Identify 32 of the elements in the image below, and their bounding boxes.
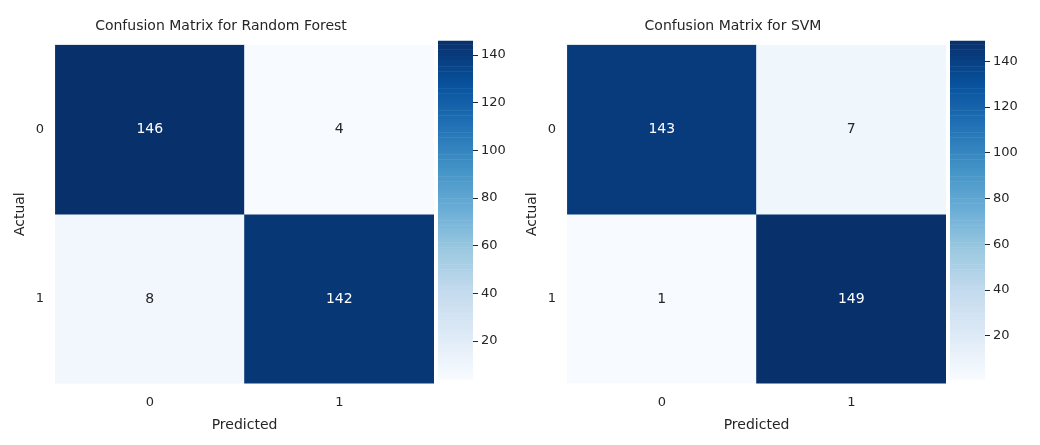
chart-title: Confusion Matrix for SVM <box>644 17 822 34</box>
color-bar-label: 20 <box>481 332 498 348</box>
color-bar-label: 20 <box>993 327 1010 343</box>
data-label: 146 <box>136 120 164 137</box>
x-tick-label: 0 <box>657 393 666 409</box>
data-label: 4 <box>334 120 344 137</box>
color-bar-label: 40 <box>481 284 498 300</box>
color-bar-label: 140 <box>993 52 1018 68</box>
color-bar-label: 80 <box>993 189 1010 205</box>
data-label: 1 <box>657 289 667 306</box>
data-label: 142 <box>325 289 353 306</box>
chart-title: Confusion Matrix for Random Forest <box>95 17 348 34</box>
data-label: 143 <box>648 120 676 137</box>
color-bar-label: 100 <box>481 141 506 157</box>
color-bar-label: 120 <box>993 98 1018 114</box>
color-bar-label: 40 <box>993 281 1010 297</box>
y-axis-title: Actual <box>523 192 540 237</box>
data-label: 149 <box>837 289 865 306</box>
color-bar-label: 60 <box>481 237 498 253</box>
y-axis-title: Actual <box>11 192 28 237</box>
x-axis-title: Predicted <box>723 416 790 433</box>
color-bar-label: 60 <box>993 235 1010 251</box>
color-bar-label: 140 <box>481 46 506 62</box>
color-bar-label: 120 <box>481 94 506 110</box>
color-bar-label: 100 <box>993 144 1018 160</box>
x-axis-title: Predicted <box>211 416 278 433</box>
x-tick-label: 1 <box>335 393 344 409</box>
x-tick-label: 0 <box>145 393 154 409</box>
data-label: 7 <box>846 120 856 137</box>
color-bar-label: 80 <box>481 189 498 205</box>
x-tick-label: 1 <box>847 393 856 409</box>
data-label: 8 <box>145 289 155 306</box>
